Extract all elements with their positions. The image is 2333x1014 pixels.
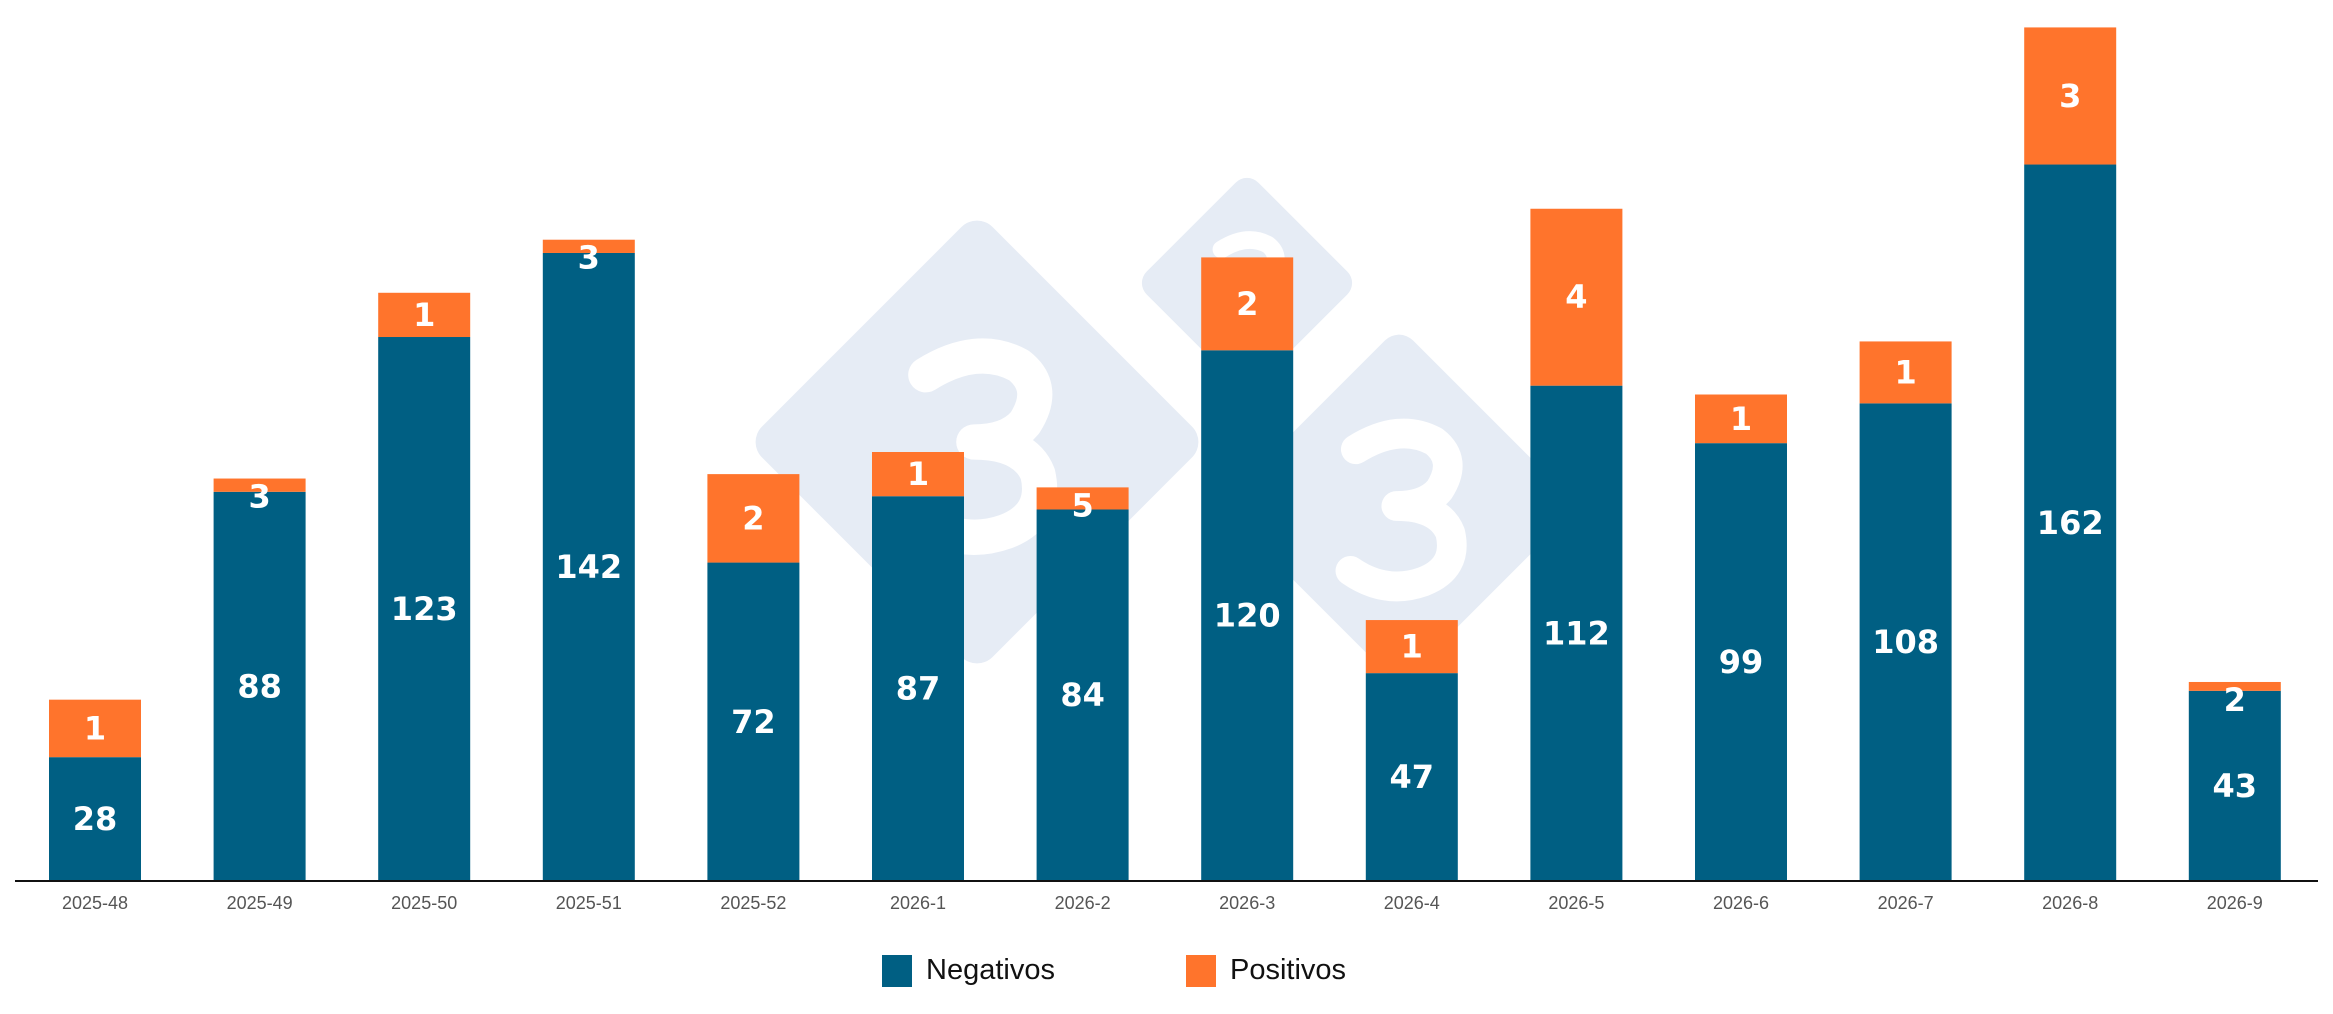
x-tick-label: 2026-8 xyxy=(2042,893,2098,913)
data-label-negativos-2025-49: 88 xyxy=(237,667,282,705)
bar-positivos-2026-1 xyxy=(872,452,964,497)
data-label-positivos-2026-2: 5 xyxy=(1071,486,1093,524)
x-tick-label: 2026-3 xyxy=(1219,893,1275,913)
bar-positivos-2025-51 xyxy=(542,239,635,253)
bar-negativos-2025-49 xyxy=(213,491,306,881)
bar-positivos-2026-5 xyxy=(1530,208,1623,386)
data-label-positivos-2025-52: 2 xyxy=(742,499,764,537)
data-label-negativos-2025-48: 28 xyxy=(73,800,118,838)
data-label-negativos-2025-50: 123 xyxy=(391,590,458,628)
x-tick-label: 2026-5 xyxy=(1548,893,1604,913)
x-tick-label: 2026-4 xyxy=(1384,893,1440,913)
data-label-negativos-2026-9: 43 xyxy=(2213,767,2258,805)
x-tick-label: 2025-50 xyxy=(391,893,457,913)
data-label-negativos-2026-6: 99 xyxy=(1719,643,1764,681)
legend-swatch-negativos xyxy=(882,954,912,987)
bar-negativos-2026-8 xyxy=(2024,164,2117,882)
bar-negativos-2026-1 xyxy=(872,496,964,881)
data-label-negativos-2025-51: 142 xyxy=(555,548,622,586)
data-label-negativos-2025-52: 72 xyxy=(731,703,776,741)
legend-swatch-positivos xyxy=(1186,954,1216,987)
data-label-negativos-2026-8: 162 xyxy=(2037,504,2104,542)
watermark-three-shape xyxy=(901,338,1058,555)
bar-negativos-2026-4 xyxy=(1365,673,1458,881)
bar-negativos-2025-50 xyxy=(378,337,471,881)
bar-negativos-2026-9 xyxy=(2188,690,2281,881)
data-label-negativos-2026-7: 108 xyxy=(1872,623,1939,661)
data-label-negativos-2026-1: 87 xyxy=(896,670,941,708)
watermark-logo xyxy=(755,177,1571,678)
legend-label-negativos: Negativos xyxy=(926,954,1055,986)
data-label-positivos-2025-49: 3 xyxy=(248,478,270,516)
bar-negativos-2025-48 xyxy=(49,757,141,881)
watermark-three-shape xyxy=(1335,418,1467,602)
x-tick-label: 2026-6 xyxy=(1713,893,1769,913)
x-tick-label: 2025-48 xyxy=(62,893,128,913)
x-tick-label: 2025-51 xyxy=(556,893,622,913)
data-label-positivos-2026-6: 1 xyxy=(1730,400,1752,438)
bar-positivos-2026-6 xyxy=(1695,394,1787,444)
legend-item-positivos: Positivos xyxy=(1186,954,1346,987)
bar-negativos-2026-2 xyxy=(1036,509,1129,881)
bar-positivos-2025-48 xyxy=(49,699,141,758)
data-label-positivos-2025-51: 3 xyxy=(578,239,600,277)
bar-positivos-2026-7 xyxy=(1859,341,1952,404)
data-label-positivos-2026-4: 1 xyxy=(1401,628,1423,666)
data-label-positivos-2026-5: 4 xyxy=(1565,278,1587,316)
bar-positivos-2026-3 xyxy=(1201,257,1294,351)
bar-negativos-2025-51 xyxy=(542,252,635,882)
bar-positivos-2026-8 xyxy=(2024,27,2117,165)
data-label-positivos-2026-7: 1 xyxy=(1894,353,1916,391)
legend-label-positivos: Positivos xyxy=(1230,954,1347,986)
bar-positivos-2025-49 xyxy=(213,478,306,492)
bar-positivos-2026-4 xyxy=(1365,620,1458,674)
data-label-negativos-2026-3: 120 xyxy=(1214,597,1281,635)
bar-negativos-2025-52 xyxy=(707,562,800,881)
data-label-negativos-2026-5: 112 xyxy=(1543,614,1610,652)
bar-negativos-2026-6 xyxy=(1695,443,1787,881)
x-tick-label: 2026-1 xyxy=(890,893,946,913)
legend-item-negativos: Negativos xyxy=(882,954,1055,987)
x-tick-label: 2026-7 xyxy=(1878,893,1934,913)
data-label-positivos-2025-48: 1 xyxy=(84,709,106,747)
bar-positivos-2025-52 xyxy=(707,474,800,563)
data-label-negativos-2026-4: 47 xyxy=(1390,758,1435,796)
bar-negativos-2026-7 xyxy=(1859,403,1952,881)
x-tick-label: 2025-49 xyxy=(227,893,293,913)
bar-negativos-2026-5 xyxy=(1530,385,1623,881)
x-tick-label: 2026-2 xyxy=(1055,893,1111,913)
x-tick-label: 2025-52 xyxy=(720,893,786,913)
bar-positivos-2025-50 xyxy=(378,292,471,338)
data-label-positivos-2026-1: 1 xyxy=(907,455,929,493)
data-label-positivos-2026-3: 2 xyxy=(1236,285,1258,323)
x-tick-label: 2026-9 xyxy=(2207,893,2263,913)
bar-positivos-2026-9 xyxy=(2188,681,2281,691)
data-label-negativos-2026-2: 84 xyxy=(1060,676,1105,714)
bar-negativos-2026-3 xyxy=(1201,350,1294,882)
data-label-positivos-2025-50: 1 xyxy=(413,296,435,334)
data-label-positivos-2026-9: 2 xyxy=(2224,681,2246,719)
bar-positivos-2026-2 xyxy=(1036,487,1129,510)
data-label-positivos-2026-8: 3 xyxy=(2059,77,2081,115)
